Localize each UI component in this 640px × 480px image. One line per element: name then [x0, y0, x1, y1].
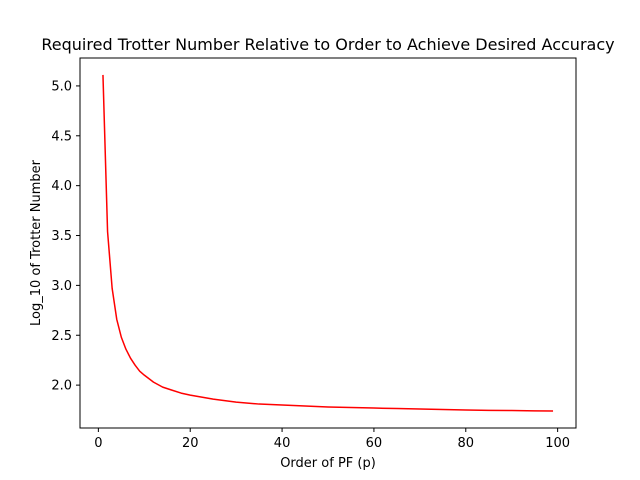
y-tick-label: 2.0 [51, 379, 72, 394]
y-tick-label: 2.5 [51, 329, 72, 344]
y-axis: 2.0 2.5 3.0 3.5 4.0 4.5 5.0 [51, 79, 80, 394]
y-tick-label: 3.0 [51, 279, 72, 294]
x-tick-label: 20 [182, 436, 199, 451]
x-tick-label: 100 [545, 436, 570, 451]
x-axis: 0 20 40 60 80 100 [94, 428, 570, 451]
x-tick-label: 60 [366, 436, 383, 451]
series-line [102, 74, 554, 412]
plot-area [80, 58, 576, 428]
x-tick-label: 40 [274, 436, 291, 451]
y-tick-label: 3.5 [51, 229, 72, 244]
chart-title: Required Trotter Number Relative to Orde… [41, 35, 614, 54]
x-axis-label: Order of PF (p) [280, 456, 376, 471]
y-tick-label: 4.5 [51, 129, 72, 144]
y-tick-label: 5.0 [51, 79, 72, 94]
plot-frame [79, 57, 577, 429]
y-axis-label: Log_10 of Trotter Number [29, 159, 44, 326]
x-tick-label: 0 [94, 436, 102, 451]
series-layer [102, 74, 554, 412]
y-tick-label: 4.0 [51, 179, 72, 194]
x-tick-label: 80 [458, 436, 475, 451]
